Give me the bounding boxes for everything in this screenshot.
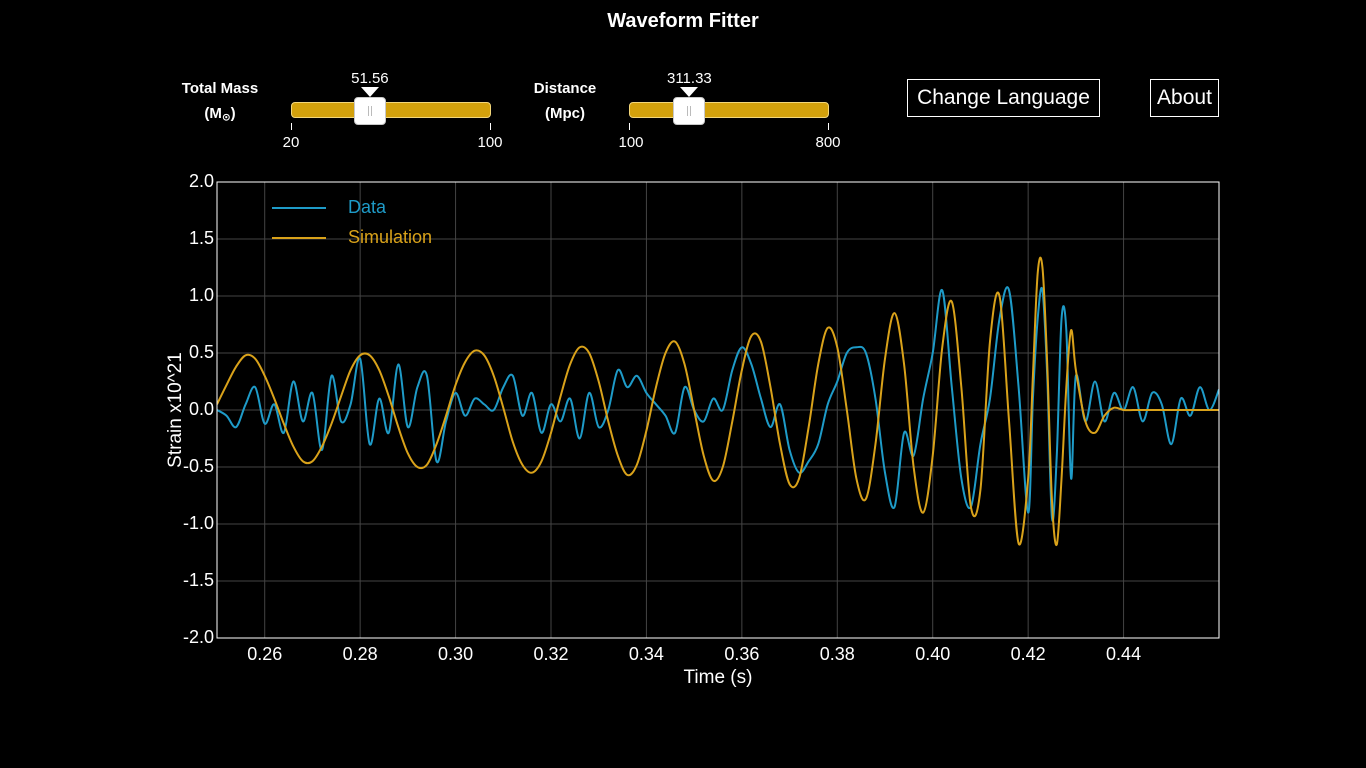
mass-min-tick <box>291 123 292 130</box>
y-tick-label: 0.0 <box>189 399 214 419</box>
distance-slider-value: 311.33 <box>666 70 712 87</box>
y-tick-label: 0.5 <box>189 342 214 362</box>
distance-slider-label: Distance (Mpc) <box>520 76 610 126</box>
legend-label-data: Data <box>348 197 387 217</box>
mass-value-pointer-icon <box>360 87 379 97</box>
change-language-button[interactable]: Change Language <box>907 79 1100 117</box>
series-line-data <box>217 286 1219 522</box>
distance-max-tick <box>828 123 829 130</box>
mass-slider-value: 51.56 <box>351 70 389 87</box>
x-tick-label: 0.30 <box>438 644 473 664</box>
y-tick-label: -1.0 <box>183 513 214 533</box>
x-tick-label: 0.34 <box>629 644 664 664</box>
distance-value-pointer-icon <box>680 87 699 97</box>
x-tick-label: 0.38 <box>820 644 855 664</box>
y-tick-label: -1.5 <box>183 570 214 590</box>
mass-label-unit: (M⊙) <box>204 105 236 124</box>
plot-frame <box>216 181 1220 639</box>
y-tick-label: -2.0 <box>183 627 214 647</box>
y-tick-label: -0.5 <box>183 456 214 476</box>
x-axis-label: Time (s) <box>684 667 753 688</box>
distance-min-tick <box>629 123 630 130</box>
legend-label-simulation: Simulation <box>348 227 432 247</box>
y-tick-label: 1.5 <box>189 228 214 248</box>
x-tick-label: 0.42 <box>1011 644 1046 664</box>
x-tick-label: 0.32 <box>533 644 568 664</box>
distance-min-label: 100 <box>618 134 644 151</box>
x-tick-label: 0.44 <box>1106 644 1141 664</box>
series-line-simulation <box>217 256 1219 546</box>
distance-label-unit: (Mpc) <box>545 105 585 122</box>
grip-icon <box>687 106 692 116</box>
x-tick-label: 0.26 <box>247 644 282 664</box>
distance-max-label: 800 <box>815 134 841 151</box>
mass-min-label: 20 <box>282 134 300 151</box>
mass-label-line1: Total Mass <box>181 80 259 97</box>
distance-label-line1: Distance <box>533 80 597 97</box>
mass-slider-handle[interactable] <box>353 97 386 125</box>
x-tick-label: 0.28 <box>343 644 378 664</box>
solar-mass-symbol: ⊙ <box>221 111 231 124</box>
distance-slider-handle[interactable] <box>673 97 706 125</box>
mass-max-label: 100 <box>477 134 503 151</box>
y-tick-label: 2.0 <box>189 171 214 191</box>
x-tick-label: 0.40 <box>915 644 950 664</box>
y-tick-label: 1.0 <box>189 285 214 305</box>
mass-slider-label: Total Mass (M⊙) <box>170 76 270 131</box>
y-axis-label: Strain x10^21 <box>165 352 186 468</box>
x-tick-label: 0.36 <box>724 644 759 664</box>
about-button[interactable]: About <box>1150 79 1219 117</box>
mass-slider-track[interactable] <box>291 102 491 118</box>
page-title: Waveform Fitter <box>607 10 759 32</box>
mass-max-tick <box>490 123 491 130</box>
grip-icon <box>367 106 372 116</box>
